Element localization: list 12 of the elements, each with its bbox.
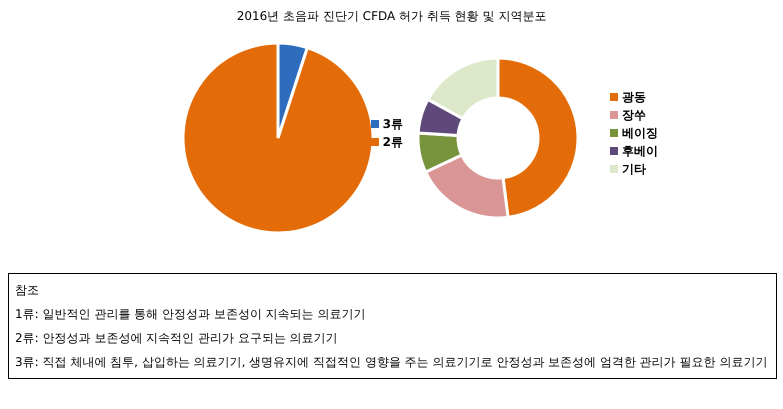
legend-label: 기타	[622, 161, 646, 178]
text: 3류: 직접 체내에 침투, 삽입하는 의료기기, 생명유지에 직접적인 영향을 주는 의료기기로 안정성과 보존성에 엄격한 관리가 필요한 의료기기	[15, 354, 768, 371]
legend-label: 3류	[382, 116, 403, 133]
legend-label: 베이징	[622, 125, 658, 142]
legend-label: 2류	[382, 134, 403, 151]
chart-title: 2016년 초음파 진단기 CFDA 허가 취득 현황 및 지역분포	[236, 8, 548, 25]
legend-label: 장쑤	[622, 107, 646, 124]
text: 1류: 일반적인 관리를 통해 안정성과 보존성이 지속되는 의료기기	[15, 306, 366, 323]
legend-label: 광동	[622, 89, 646, 106]
legend-label: 후베이	[622, 143, 658, 160]
text: 참조	[15, 282, 40, 299]
text: 2류: 안정성과 보존성에 지속적인 관리가 요구되는 의료기기	[15, 330, 339, 347]
